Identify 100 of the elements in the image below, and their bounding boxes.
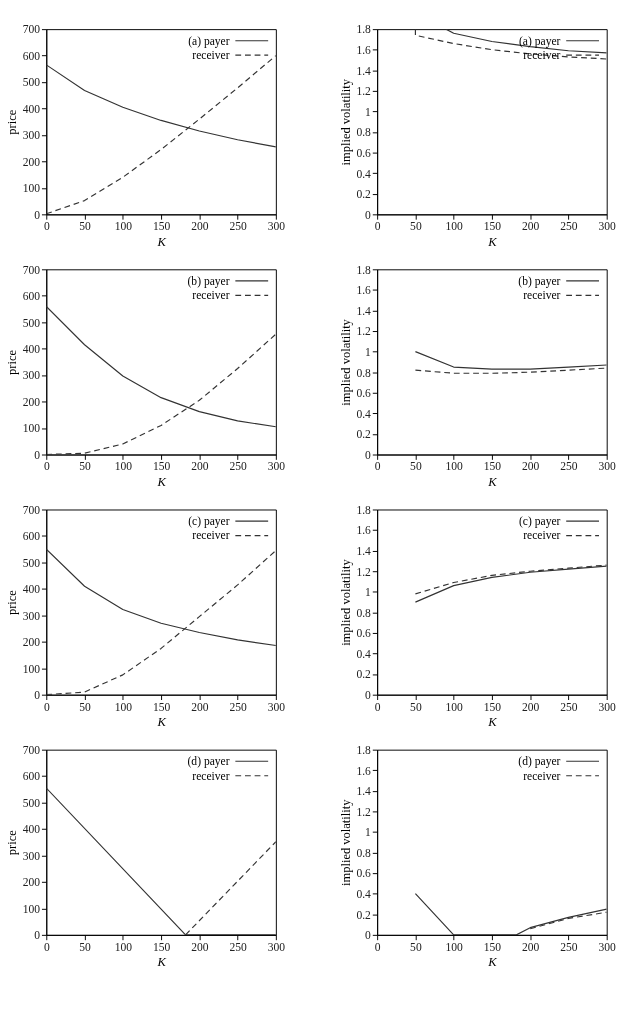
y-tick-label: 0.8	[356, 126, 372, 140]
x-tick-label: 250	[229, 460, 247, 474]
x-tick-label: 100	[114, 940, 133, 954]
x-tick-label: 300	[267, 460, 286, 474]
y-tick-label: 0.6	[356, 146, 372, 160]
y-tick-label: 0.2	[356, 428, 372, 442]
x-tick-label: 0	[374, 460, 381, 474]
x-tick-label: 300	[267, 700, 286, 714]
y-tick-label: 1.2	[356, 325, 372, 339]
x-tick-label: 250	[229, 940, 247, 954]
y-tick-label: 1.4	[356, 785, 372, 799]
legend-label: (a) payer	[188, 34, 230, 48]
y-tick-label: 1	[365, 345, 372, 359]
x-tick-label: 200	[191, 460, 209, 474]
y-tick-label: 300	[22, 609, 41, 623]
x-axis-title: K	[156, 474, 167, 489]
y-tick-label: 1.2	[356, 565, 372, 579]
y-tick-label: 0.6	[356, 387, 372, 401]
x-tick-label: 250	[560, 220, 578, 234]
x-tick-label: 200	[522, 460, 540, 474]
y-tick-label: 1.2	[356, 805, 372, 819]
y-tick-label: 100	[22, 182, 41, 196]
legend-label: receiver	[523, 49, 561, 63]
x-tick-label: 150	[483, 460, 502, 474]
y-tick-label: 200	[22, 636, 41, 650]
y-tick-label: 500	[22, 556, 41, 570]
x-tick-label: 250	[560, 940, 578, 954]
y-tick-label: 1.6	[356, 284, 372, 298]
x-tick-label: 0	[374, 940, 381, 954]
y-axis-title: price	[4, 829, 19, 856]
y-tick-label: 300	[22, 129, 41, 143]
x-tick-label: 200	[191, 700, 209, 714]
y-tick-label: 0.4	[356, 888, 372, 902]
x-tick-label: 100	[445, 220, 464, 234]
y-tick-label: 0	[365, 689, 372, 703]
y-tick-label: 0.8	[356, 846, 372, 860]
x-tick-label: 150	[152, 940, 171, 954]
x-tick-label: 300	[598, 940, 617, 954]
y-tick-label: 0	[34, 208, 41, 222]
legend-label: receiver	[192, 49, 230, 63]
x-tick-label: 0	[43, 220, 50, 234]
x-tick-label: 300	[598, 220, 617, 234]
y-tick-label: 500	[22, 76, 41, 90]
y-tick-label: 1.4	[356, 64, 372, 78]
x-tick-label: 50	[79, 940, 92, 954]
x-tick-label: 300	[267, 220, 286, 234]
x-tick-label: 150	[483, 700, 502, 714]
y-tick-label: 1.8	[356, 263, 372, 277]
x-tick-label: 0	[43, 700, 50, 714]
legend-label: (b) payer	[187, 274, 230, 288]
legend-label: (b) payer	[518, 274, 561, 288]
y-tick-label: 600	[22, 290, 41, 304]
x-tick-label: 200	[191, 940, 209, 954]
x-tick-label: 300	[267, 940, 286, 954]
x-tick-label: 200	[522, 700, 540, 714]
x-tick-label: 250	[229, 220, 247, 234]
y-tick-label: 0.4	[356, 407, 372, 421]
y-tick-label: 1.6	[356, 524, 372, 538]
x-axis-title: K	[156, 715, 167, 730]
y-tick-label: 0	[34, 929, 41, 943]
x-axis-title: K	[487, 955, 498, 970]
legend-label: (d) payer	[187, 755, 230, 769]
x-tick-label: 150	[483, 940, 502, 954]
y-axis-title: implied volatility	[338, 558, 353, 646]
x-tick-label: 100	[445, 460, 464, 474]
y-tick-label: 0	[34, 448, 41, 462]
y-tick-label: 400	[22, 343, 41, 357]
y-axis-title: implied volatility	[338, 798, 353, 887]
y-tick-label: 0.2	[356, 188, 372, 202]
legend-label: (c) payer	[519, 514, 561, 528]
x-tick-label: 50	[410, 220, 422, 234]
x-tick-label: 50	[79, 700, 92, 714]
x-tick-label: 250	[560, 700, 578, 714]
x-tick-label: 200	[522, 940, 540, 954]
x-tick-label: 100	[114, 460, 133, 474]
y-tick-label: 700	[22, 744, 41, 758]
y-tick-label: 0	[365, 208, 372, 222]
legend-label: receiver	[523, 769, 561, 783]
x-tick-label: 250	[229, 700, 247, 714]
x-tick-label: 100	[114, 220, 133, 234]
y-tick-label: 400	[22, 823, 41, 837]
x-tick-label: 150	[483, 220, 502, 234]
y-tick-label: 1.6	[356, 764, 372, 778]
x-tick-label: 50	[79, 460, 92, 474]
x-tick-label: 50	[410, 460, 422, 474]
legend-label: receiver	[523, 289, 561, 303]
y-tick-label: 200	[22, 876, 41, 890]
legend-label: receiver	[192, 529, 230, 543]
x-tick-label: 300	[598, 700, 617, 714]
x-tick-label: 200	[191, 220, 209, 234]
y-tick-label: 0.2	[356, 908, 372, 922]
y-axis-title: price	[4, 589, 19, 616]
x-axis-title: K	[156, 955, 167, 970]
y-tick-label: 600	[22, 530, 41, 544]
x-tick-label: 0	[374, 220, 381, 234]
y-tick-label: 1	[365, 826, 372, 840]
x-axis-title: K	[487, 234, 498, 249]
y-tick-label: 100	[22, 422, 41, 436]
y-tick-label: 1	[365, 586, 372, 600]
y-tick-label: 0	[34, 689, 41, 703]
